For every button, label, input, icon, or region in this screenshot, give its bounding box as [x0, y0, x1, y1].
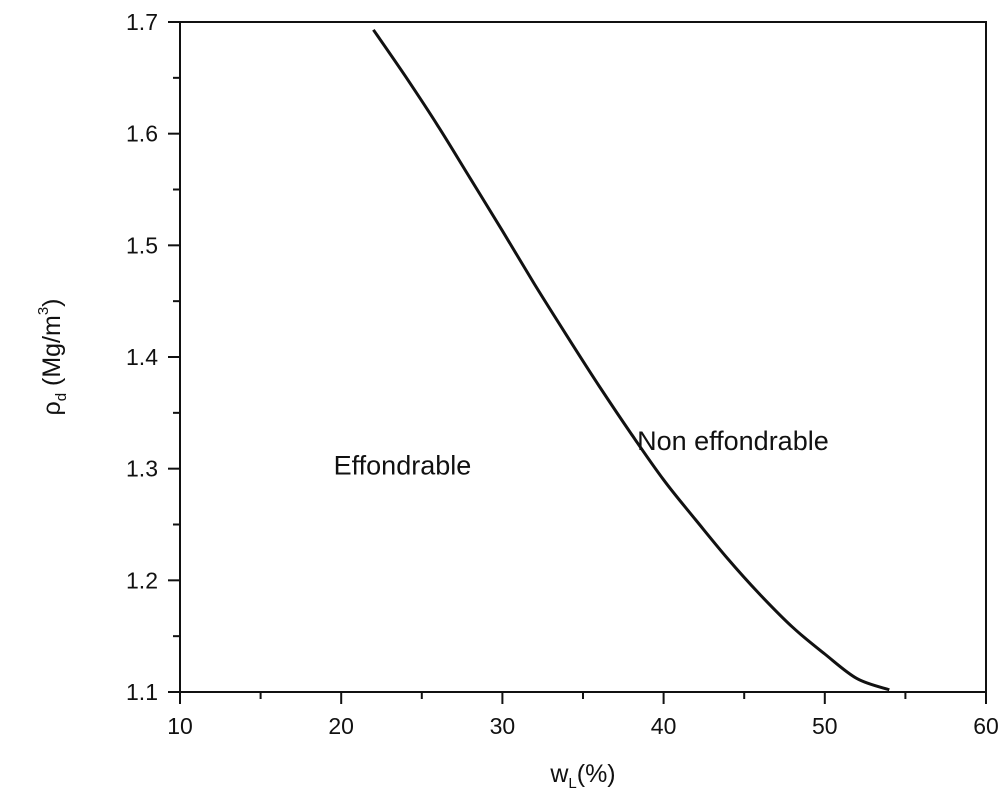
x-axis-label: wL(%) — [549, 760, 615, 792]
x-tick-label: 30 — [490, 713, 516, 739]
y-axis-label: ρd (Mg/m3) — [35, 298, 70, 415]
x-tick-label: 60 — [973, 713, 999, 739]
annotation-label: Non effondrable — [637, 426, 829, 456]
series-line — [372, 28, 890, 692]
x-tick-label: 40 — [651, 713, 677, 739]
tick-marks — [168, 21, 987, 704]
y-tick-label: 1.7 — [126, 9, 158, 35]
y-tick-label: 1.4 — [126, 344, 158, 370]
y-tick-label: 1.1 — [126, 679, 158, 705]
y-tick-label: 1.6 — [126, 121, 158, 147]
y-tick-label: 1.2 — [126, 567, 158, 593]
tick-labels: 10 20 30 40 50 60 1.1 1.2 1.3 1.4 1.5 1.6 1.7 — [126, 9, 999, 739]
annotations: Effondrable Non effondrable — [334, 426, 829, 481]
y-tick-label: 1.3 — [126, 456, 158, 482]
x-tick-label: 10 — [167, 713, 193, 739]
x-tick-label: 50 — [812, 713, 838, 739]
annotation-label: Effondrable — [334, 450, 472, 480]
plot-frame — [179, 21, 987, 693]
x-tick-label: 20 — [328, 713, 354, 739]
y-tick-label: 1.5 — [126, 232, 158, 258]
